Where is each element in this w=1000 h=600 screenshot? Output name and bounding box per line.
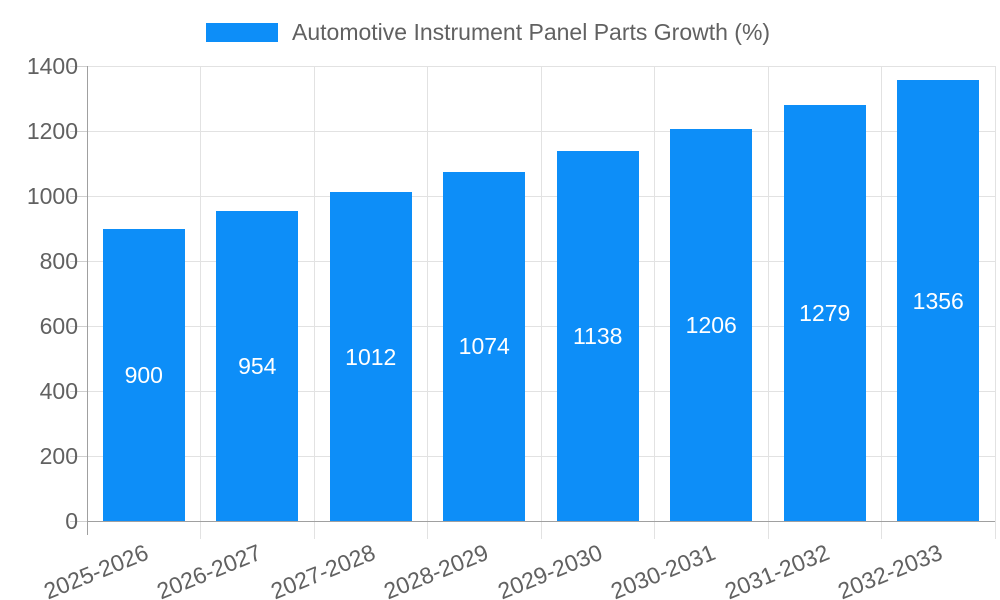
plot-area: 900 954 1012 1074 1138 1206 1279 1356 [87,65,996,539]
y-tick-label: 800 [39,248,78,274]
y-tick-mark [70,456,87,457]
bar[interactable] [556,151,639,521]
bar[interactable] [783,105,866,521]
y-tick-mark [70,326,87,327]
x-gridline [654,66,655,539]
x-gridline [200,66,201,539]
y-tick-label: 600 [39,313,78,339]
y-tick-label: 1000 [26,183,78,209]
y-tick-mark [70,66,87,67]
bar[interactable] [670,129,753,521]
bar-value-label: 1138 [573,323,623,350]
x-gridline [881,66,882,539]
bar[interactable] [329,192,412,521]
bar-value-label: 954 [238,352,277,379]
y-tick-label: 1400 [26,53,78,79]
y-axis-line [87,66,88,535]
bar[interactable] [102,228,185,521]
y-tick-label: 400 [39,378,78,404]
x-axis-line [87,521,995,522]
bar-value-label: 1012 [345,343,397,370]
legend-series-label: Automotive Instrument Panel Parts Growth… [292,19,771,45]
x-gridline [427,66,428,539]
bar-value-label: 1206 [685,312,737,339]
x-gridline [767,66,769,539]
x-gridline [994,66,996,539]
bar[interactable] [897,80,980,521]
bar-value-label: 900 [124,361,163,388]
y-tick-mark [70,196,87,197]
y-tick-mark [70,391,87,392]
bar-value-label: 1279 [799,300,851,327]
bar[interactable] [216,210,299,521]
bar-value-label: 1074 [458,333,510,360]
y-tick-mark [70,131,87,132]
legend-swatch-icon [206,23,278,42]
x-gridline [313,66,315,539]
bar-value-label: 1356 [912,287,964,314]
y-tick-label: 200 [39,443,78,469]
x-gridline [540,66,542,539]
y-tick-mark [70,261,87,262]
y-tick-mark [70,521,87,522]
bar[interactable] [443,171,526,521]
y-tick-label: 1200 [26,118,78,144]
y-tick-label: 0 [65,508,78,534]
